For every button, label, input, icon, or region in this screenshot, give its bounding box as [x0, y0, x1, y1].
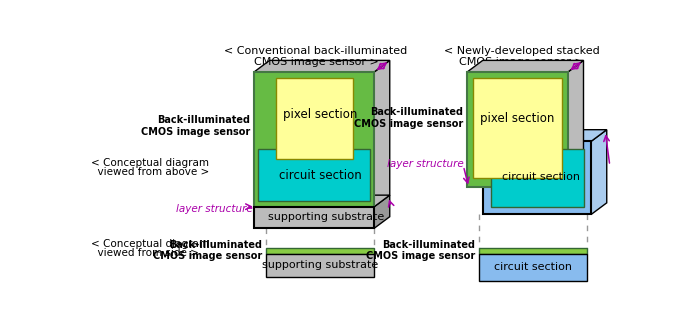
Bar: [266, 248, 374, 254]
Text: Back-illuminated
CMOS image sensor: Back-illuminated CMOS image sensor: [153, 240, 262, 261]
Text: viewed from side >: viewed from side >: [92, 248, 200, 258]
Text: supporting substrate: supporting substrate: [268, 213, 384, 222]
Polygon shape: [374, 60, 390, 207]
Polygon shape: [468, 60, 584, 72]
Bar: [468, 72, 568, 187]
Polygon shape: [374, 195, 390, 228]
Bar: [266, 254, 374, 277]
Bar: [254, 207, 374, 228]
Text: CMOS image sensor >: CMOS image sensor >: [459, 56, 584, 67]
Bar: [258, 149, 370, 201]
Bar: [473, 78, 562, 178]
Text: layer structure: layer structure: [386, 159, 463, 169]
Polygon shape: [568, 60, 584, 187]
Text: viewed from above >: viewed from above >: [92, 167, 209, 177]
Text: < Conceptual diagram: < Conceptual diagram: [92, 239, 209, 248]
Polygon shape: [254, 60, 390, 72]
Text: circuit section: circuit section: [494, 262, 572, 272]
Text: pixel section: pixel section: [283, 108, 357, 121]
Text: Back-illuminated
CMOS image sensor: Back-illuminated CMOS image sensor: [141, 115, 251, 137]
Text: Back-illuminated
CMOS image sensor: Back-illuminated CMOS image sensor: [365, 240, 475, 261]
Text: < Newly-developed stacked: < Newly-developed stacked: [444, 46, 599, 56]
Bar: [479, 254, 587, 280]
Bar: [479, 248, 587, 254]
Text: circuit section: circuit section: [502, 173, 580, 182]
Text: circuit section: circuit section: [279, 169, 361, 182]
Text: layer structure: layer structure: [176, 204, 253, 214]
Text: Back-illuminated
CMOS image sensor: Back-illuminated CMOS image sensor: [354, 107, 463, 129]
Text: < Conventional back-illuminated: < Conventional back-illuminated: [225, 46, 407, 56]
Polygon shape: [483, 130, 607, 141]
Text: supporting substrate: supporting substrate: [262, 260, 378, 270]
Text: pixel section: pixel section: [480, 112, 555, 125]
Text: < Conceptual diagram: < Conceptual diagram: [92, 158, 209, 168]
Bar: [491, 149, 584, 207]
Polygon shape: [254, 195, 390, 207]
Bar: [254, 72, 374, 207]
Text: CMOS image sensor >: CMOS image sensor >: [253, 56, 379, 67]
Bar: [483, 141, 592, 214]
Bar: [276, 78, 354, 159]
Polygon shape: [592, 130, 607, 214]
